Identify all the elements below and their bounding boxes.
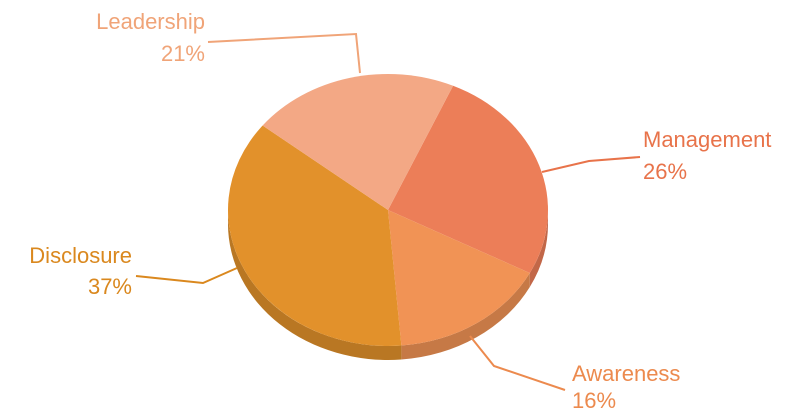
label-management: Management xyxy=(643,127,771,152)
leader-line-awareness xyxy=(469,335,566,391)
label-disclosure: Disclosure xyxy=(29,243,132,268)
leader-line-management xyxy=(541,156,641,173)
label-awareness: Awareness xyxy=(572,361,680,386)
value-label-leadership: 21% xyxy=(161,41,205,66)
leader-line-leadership xyxy=(207,32,361,74)
value-label-disclosure: 37% xyxy=(88,274,132,299)
slice-leadership xyxy=(262,74,454,210)
pie-depth xyxy=(228,210,548,360)
slice-side-awareness xyxy=(401,273,530,360)
value-label-management: 26% xyxy=(643,159,687,184)
value-label-awareness: 16% xyxy=(572,388,616,410)
slice-awareness xyxy=(388,210,530,346)
leader-lines xyxy=(135,32,641,391)
slice-disclosure xyxy=(227,125,402,347)
label-leadership: Leadership xyxy=(96,9,205,34)
leader-line-disclosure xyxy=(135,267,238,285)
slice-side-management xyxy=(529,210,548,288)
pie-slices xyxy=(227,74,548,347)
slice-management xyxy=(388,85,548,274)
